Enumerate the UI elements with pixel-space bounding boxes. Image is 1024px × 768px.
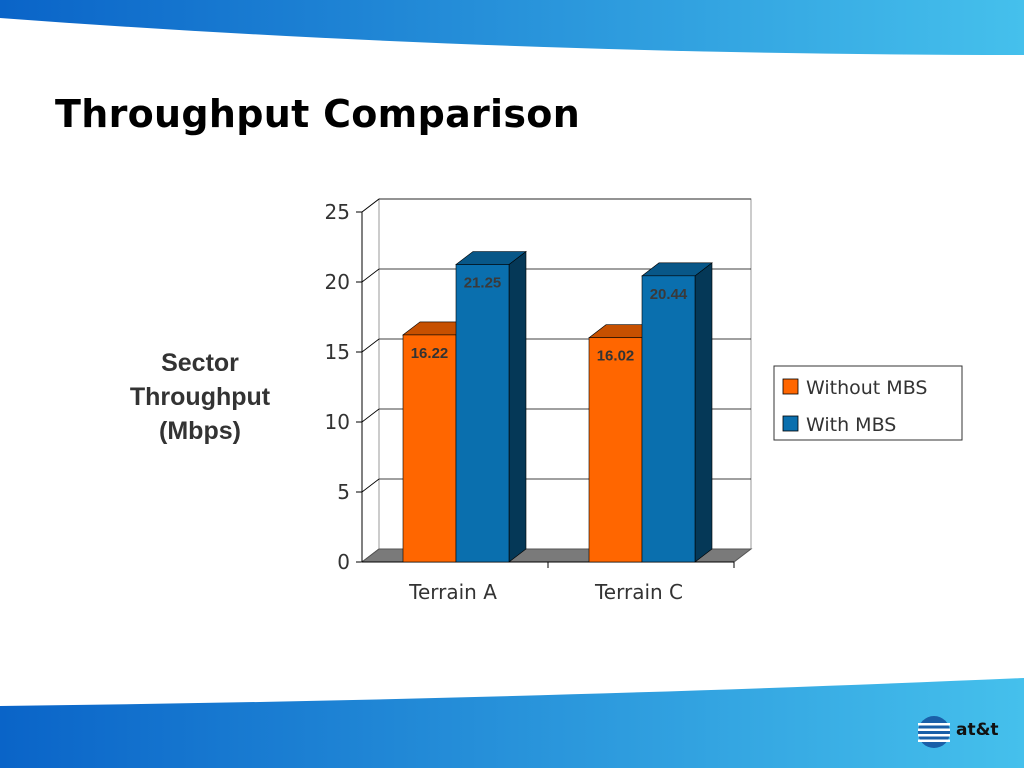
- data-label: 16.22: [411, 345, 449, 362]
- y-tick-label: 20: [325, 270, 350, 294]
- gridline-diagonal: [361, 478, 380, 493]
- bar: [402, 334, 457, 563]
- att-logo: at&t: [916, 714, 999, 752]
- y-tick-label: 15: [325, 340, 350, 364]
- gridline-diagonal: [361, 268, 380, 283]
- y-tick-label: 5: [337, 480, 350, 504]
- slide-title: Throughput Comparison: [55, 92, 581, 136]
- bar: [641, 275, 696, 563]
- data-label: 16.02: [597, 348, 635, 365]
- legend: [773, 365, 963, 441]
- chart-side-wall: [361, 197, 380, 564]
- bar: [588, 337, 643, 563]
- x-tick-label: Terrain C: [594, 580, 683, 604]
- y-tick-label: 25: [325, 200, 350, 224]
- data-label: 21.25: [464, 275, 502, 292]
- footer-band: [0, 678, 1024, 768]
- logo-text: at&t: [956, 720, 999, 740]
- legend-label: Without MBS: [806, 377, 927, 399]
- bar-side: [694, 262, 713, 563]
- gridline-diagonal: [361, 338, 380, 353]
- header-band: [0, 0, 1024, 55]
- y-axis-label-line: Sector: [161, 349, 239, 377]
- y-axis-label-line: (Mbps): [159, 417, 241, 445]
- bar: [455, 264, 510, 563]
- data-label: 20.44: [650, 286, 688, 303]
- gridline-diagonal: [361, 198, 380, 213]
- bar-side: [508, 250, 527, 563]
- legend-label: With MBS: [806, 414, 896, 436]
- x-tick-label: Terrain A: [408, 580, 497, 604]
- gridline-diagonal: [361, 408, 380, 423]
- y-axis-label-line: Throughput: [129, 383, 271, 411]
- y-tick-label: 10: [325, 410, 350, 434]
- legend-swatch: [782, 415, 799, 432]
- y-axis-label: Sector Throughput (Mbps): [105, 346, 295, 448]
- legend-swatch: [782, 378, 799, 395]
- globe-icon: [918, 716, 950, 748]
- y-tick-label: 0: [337, 550, 350, 574]
